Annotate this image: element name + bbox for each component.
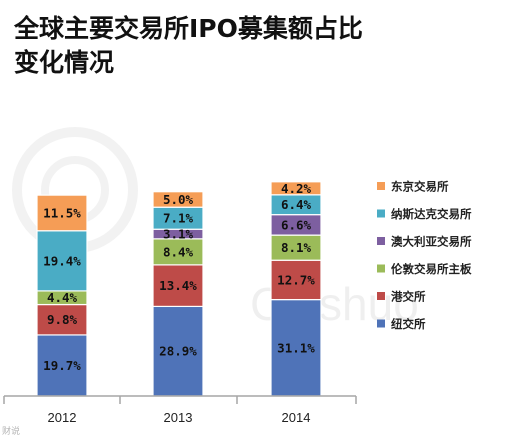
x-tick-label: 2014 bbox=[282, 410, 311, 425]
data-label: 7.1% bbox=[163, 211, 194, 226]
legend-swatch bbox=[377, 182, 385, 190]
data-label: 4.4% bbox=[47, 290, 78, 305]
data-label: 4.2% bbox=[281, 181, 312, 196]
legend-label: 东京交易所 bbox=[391, 180, 449, 194]
legend-label: 纳斯达克交易所 bbox=[391, 207, 472, 221]
source-credit: 财说 bbox=[2, 427, 21, 437]
data-label: 19.7% bbox=[43, 358, 81, 373]
legend-label: 伦敦交易所主板 bbox=[391, 262, 472, 276]
bar-segment bbox=[36, 303, 88, 336]
bar-segment bbox=[270, 298, 322, 397]
bar-segment bbox=[36, 334, 88, 397]
bar-segment bbox=[36, 194, 88, 232]
data-label: 8.1% bbox=[281, 240, 312, 255]
data-label: 3.1% bbox=[163, 227, 194, 242]
legend-swatch bbox=[377, 264, 385, 273]
legend-label: 港交所 bbox=[391, 290, 426, 304]
x-tick-label: 2012 bbox=[48, 410, 77, 425]
data-label: 28.9% bbox=[159, 344, 197, 359]
bar-segment bbox=[270, 234, 322, 261]
data-label: 8.4% bbox=[163, 244, 194, 259]
data-label: 31.1% bbox=[277, 340, 315, 355]
legend-swatch bbox=[377, 319, 385, 328]
bars-layer bbox=[36, 181, 322, 397]
legend-swatch bbox=[377, 209, 385, 218]
data-label: 9.8% bbox=[47, 312, 78, 327]
bar-segment bbox=[152, 305, 204, 397]
legend-label: 澳大利亚交易所 bbox=[391, 235, 472, 249]
bar-segment bbox=[270, 259, 322, 301]
bar-segment bbox=[270, 181, 322, 196]
bar-segment bbox=[152, 191, 204, 208]
x-tick-label: 2013 bbox=[164, 410, 193, 425]
data-label: 5.0% bbox=[163, 192, 194, 207]
data-label: 12.7% bbox=[277, 272, 315, 287]
x-axis: 2012 2013 2014 bbox=[3, 395, 357, 425]
legend-swatch bbox=[377, 292, 385, 300]
data-labels-layer: 19.7% 9.8% 4.4% 19.4% 11.5% 28.9% 13.4% 8.4% 3.1… bbox=[43, 181, 315, 373]
chart-title: 全球主要交易所IPO募集额占比 变化情况 bbox=[14, 14, 363, 77]
data-label: 6.6% bbox=[281, 217, 312, 232]
data-label: 13.4% bbox=[159, 278, 197, 293]
legend-label: 纽交所 bbox=[391, 317, 426, 331]
data-label: 11.5% bbox=[43, 205, 81, 220]
data-label: 6.4% bbox=[281, 197, 312, 212]
bar-segment bbox=[152, 264, 204, 308]
data-label: 19.4% bbox=[43, 253, 81, 268]
legend-swatch bbox=[377, 237, 385, 245]
bar-segment bbox=[36, 230, 88, 292]
